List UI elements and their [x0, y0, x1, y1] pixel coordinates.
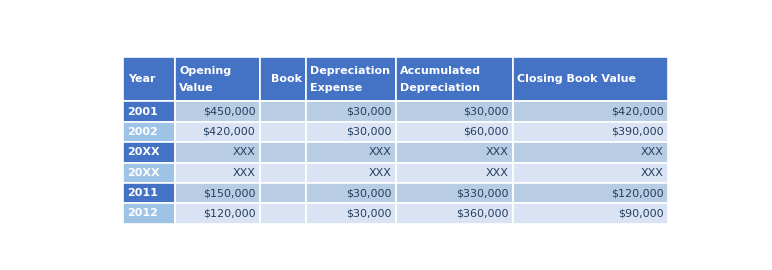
FancyBboxPatch shape [124, 122, 175, 142]
Text: XXX: XXX [232, 168, 256, 178]
Text: Closing Book Value: Closing Book Value [517, 75, 636, 85]
Text: $150,000: $150,000 [203, 188, 256, 198]
Text: 2012: 2012 [127, 208, 158, 218]
FancyBboxPatch shape [513, 102, 668, 122]
FancyBboxPatch shape [513, 57, 668, 102]
Text: Book: Book [271, 75, 302, 85]
Text: XXX: XXX [232, 147, 256, 157]
FancyBboxPatch shape [259, 203, 306, 224]
Text: 2001: 2001 [127, 107, 158, 117]
FancyBboxPatch shape [396, 122, 513, 142]
FancyBboxPatch shape [306, 122, 396, 142]
FancyBboxPatch shape [396, 203, 513, 224]
Text: $330,000: $330,000 [456, 188, 509, 198]
FancyBboxPatch shape [124, 57, 175, 102]
FancyBboxPatch shape [396, 183, 513, 203]
Text: Depreciation: Depreciation [310, 66, 390, 76]
FancyBboxPatch shape [513, 122, 668, 142]
Text: $30,000: $30,000 [346, 127, 391, 137]
FancyBboxPatch shape [396, 163, 513, 183]
FancyBboxPatch shape [306, 183, 396, 203]
Text: $420,000: $420,000 [611, 107, 664, 117]
FancyBboxPatch shape [175, 57, 259, 102]
Text: $30,000: $30,000 [463, 107, 509, 117]
FancyBboxPatch shape [175, 122, 259, 142]
FancyBboxPatch shape [306, 163, 396, 183]
Text: $60,000: $60,000 [463, 127, 509, 137]
FancyBboxPatch shape [175, 163, 259, 183]
Text: $390,000: $390,000 [611, 127, 664, 137]
FancyBboxPatch shape [259, 142, 306, 163]
FancyBboxPatch shape [306, 102, 396, 122]
FancyBboxPatch shape [124, 183, 175, 203]
Text: XXX: XXX [368, 147, 391, 157]
FancyBboxPatch shape [306, 57, 396, 102]
FancyBboxPatch shape [175, 102, 259, 122]
FancyBboxPatch shape [513, 142, 668, 163]
FancyBboxPatch shape [124, 203, 175, 224]
FancyBboxPatch shape [396, 142, 513, 163]
FancyBboxPatch shape [175, 203, 259, 224]
FancyBboxPatch shape [175, 183, 259, 203]
FancyBboxPatch shape [306, 203, 396, 224]
Text: Accumulated: Accumulated [400, 66, 481, 76]
Text: XXX: XXX [641, 147, 664, 157]
Text: 2011: 2011 [127, 188, 158, 198]
Text: XXX: XXX [486, 147, 509, 157]
FancyBboxPatch shape [259, 102, 306, 122]
FancyBboxPatch shape [124, 102, 175, 122]
FancyBboxPatch shape [513, 183, 668, 203]
FancyBboxPatch shape [396, 57, 513, 102]
Text: Expense: Expense [310, 83, 362, 93]
Text: $420,000: $420,000 [202, 127, 256, 137]
Text: Value: Value [179, 83, 214, 93]
FancyBboxPatch shape [259, 57, 306, 102]
Text: 20XX: 20XX [127, 147, 161, 157]
FancyBboxPatch shape [259, 183, 306, 203]
Text: $120,000: $120,000 [203, 208, 256, 218]
Text: Year: Year [127, 75, 155, 85]
FancyBboxPatch shape [175, 142, 259, 163]
Text: 20XX: 20XX [127, 168, 161, 178]
Text: $30,000: $30,000 [346, 188, 391, 198]
FancyBboxPatch shape [306, 142, 396, 163]
FancyBboxPatch shape [259, 122, 306, 142]
Text: $30,000: $30,000 [346, 107, 391, 117]
FancyBboxPatch shape [259, 163, 306, 183]
Text: $90,000: $90,000 [618, 208, 664, 218]
FancyBboxPatch shape [124, 163, 175, 183]
Text: Opening: Opening [179, 66, 232, 76]
Text: $450,000: $450,000 [203, 107, 256, 117]
FancyBboxPatch shape [513, 203, 668, 224]
Text: 2002: 2002 [127, 127, 158, 137]
Text: $360,000: $360,000 [456, 208, 509, 218]
Text: $30,000: $30,000 [346, 208, 391, 218]
FancyBboxPatch shape [396, 102, 513, 122]
Text: $120,000: $120,000 [611, 188, 664, 198]
Text: XXX: XXX [641, 168, 664, 178]
Text: Depreciation: Depreciation [400, 83, 480, 93]
FancyBboxPatch shape [513, 163, 668, 183]
Text: XXX: XXX [486, 168, 509, 178]
Text: XXX: XXX [368, 168, 391, 178]
FancyBboxPatch shape [124, 142, 175, 163]
